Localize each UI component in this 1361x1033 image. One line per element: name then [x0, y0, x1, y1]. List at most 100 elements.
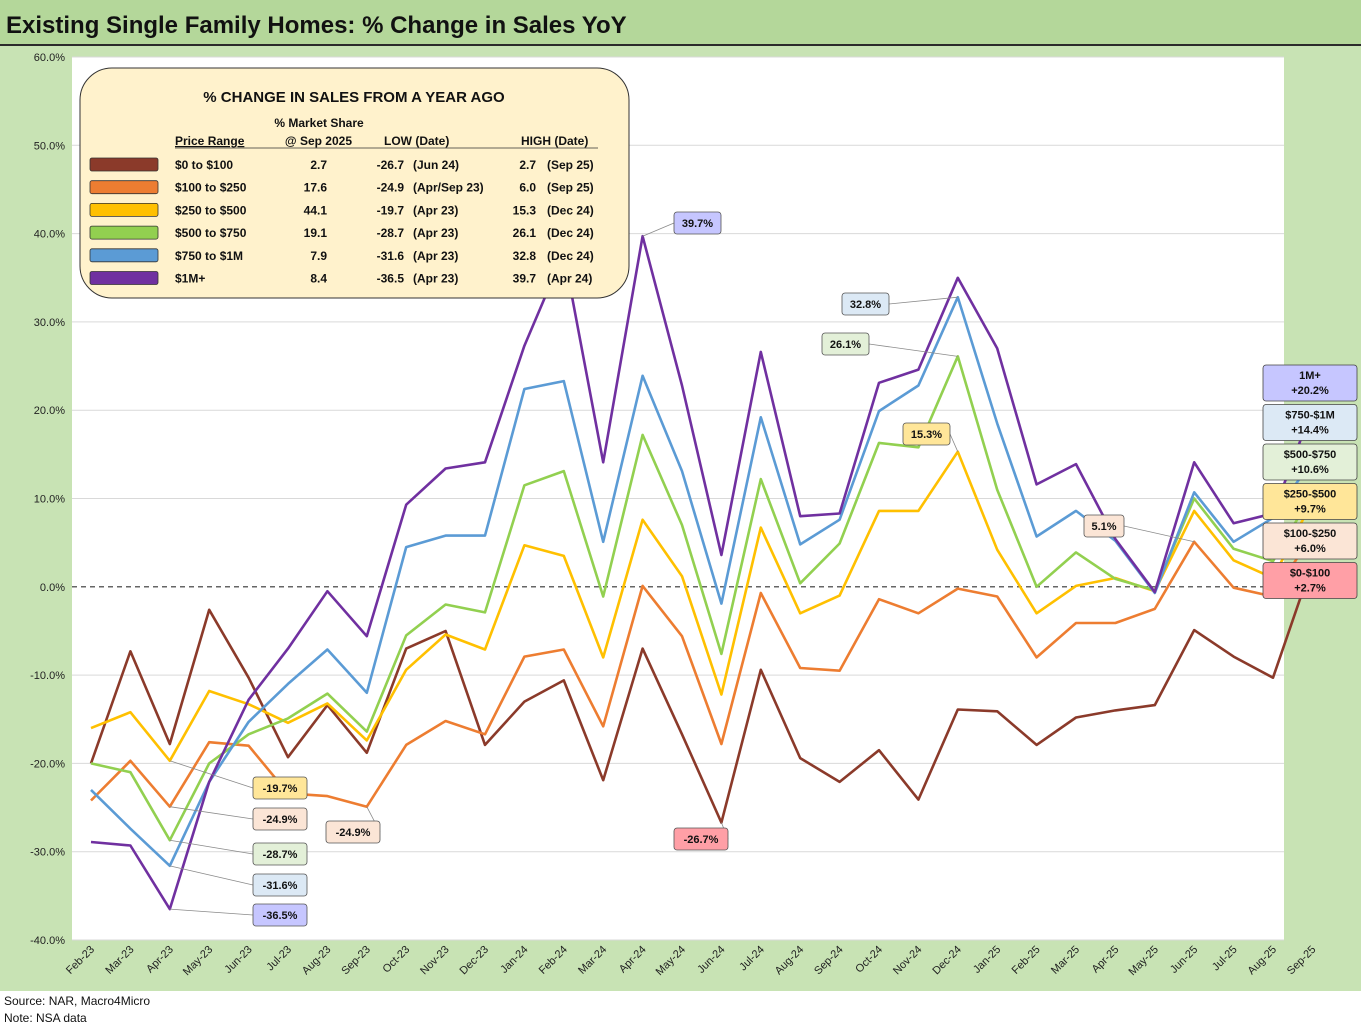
x-tick-label: Jan-25	[971, 944, 1003, 976]
end-label-value: +9.7%	[1294, 504, 1326, 516]
series-line	[90, 533, 1314, 809]
x-tick-label: Apr-24	[617, 944, 649, 976]
callout-box	[325, 820, 381, 844]
x-tick-label: Aug-25	[1246, 944, 1280, 978]
callout-box	[673, 827, 729, 851]
legend-row-label: $0 to $100	[175, 158, 233, 172]
callout-box	[673, 211, 722, 235]
legend-header-share-top: % Market Share	[274, 116, 364, 130]
callout-leader	[949, 433, 959, 452]
legend-swatch	[89, 225, 159, 240]
callout-label: 5.1%	[1091, 521, 1116, 533]
end-label-value: +14.4%	[1291, 425, 1329, 437]
callout-label: 26.1%	[830, 339, 861, 351]
y-tick-label: -40.0%	[30, 935, 65, 947]
y-tick-label: 10.0%	[34, 494, 65, 506]
legend-header-range: Price Range	[175, 134, 245, 148]
callout-box	[252, 807, 308, 831]
x-tick-label: Jul-23	[264, 944, 294, 974]
x-tick-label: Jul-24	[737, 944, 767, 974]
legend-header-high: HIGH (Date)	[521, 134, 588, 148]
legend-row-share: 19.1	[304, 226, 328, 240]
end-label-box	[1262, 443, 1358, 481]
x-tick-label: Sep-24	[812, 944, 846, 978]
legend-row-high: 26.1	[513, 226, 537, 240]
legend-row-share: 2.7	[310, 158, 327, 172]
legend-swatch	[89, 202, 159, 217]
x-tick-label: May-24	[654, 944, 688, 978]
callout-label: 32.8%	[850, 299, 881, 311]
callout-label: -31.6%	[263, 880, 298, 892]
end-label-box	[1262, 483, 1358, 520]
callout-box	[841, 292, 890, 316]
x-tick-label: May-23	[181, 944, 215, 978]
x-tick-label: May-25	[1126, 944, 1160, 978]
x-tick-label: Sep-23	[339, 944, 373, 978]
end-label-name: $0-$100	[1290, 568, 1330, 580]
callout-box	[821, 332, 870, 356]
end-label-value: +6.0%	[1294, 543, 1326, 555]
y-tick-label: -20.0%	[30, 758, 65, 770]
x-tick-label: Aug-24	[773, 944, 807, 978]
end-label-value: +2.7%	[1294, 583, 1326, 595]
legend-box	[79, 67, 630, 299]
y-tick-label: 50.0%	[34, 140, 65, 152]
x-tick-label: Dec-24	[930, 944, 964, 978]
legend-row-low-date: (Apr 23)	[413, 203, 458, 217]
end-label-box	[1262, 404, 1358, 441]
callout-label: -24.9%	[336, 827, 371, 839]
legend-row-low: -31.6	[377, 249, 405, 263]
legend-row-share: 44.1	[304, 203, 328, 217]
legend-row-high-date: (Sep 25)	[547, 158, 594, 172]
end-label-name: $100-$250	[1284, 528, 1337, 540]
x-tick-label: Feb-25	[1010, 944, 1043, 977]
end-label-value: +20.2%	[1291, 385, 1329, 397]
callout-leader	[642, 222, 675, 237]
legend-row-label: $250 to $500	[175, 203, 247, 217]
y-tick-label: 60.0%	[34, 52, 65, 64]
legend-row-label: $100 to $250	[175, 181, 247, 195]
footer-note: Note: NSA data	[4, 1011, 87, 1025]
callout-box	[252, 842, 308, 866]
legend-swatch	[89, 248, 159, 263]
callout-box	[252, 903, 308, 927]
legend-row-share: 8.4	[310, 272, 327, 286]
end-label-box	[1262, 522, 1358, 560]
callout-label: -24.9%	[263, 814, 298, 826]
callout-box	[252, 776, 308, 800]
legend-swatch	[89, 271, 159, 285]
legend-row-high: 32.8	[513, 249, 537, 263]
legend-row-low-date: (Jun 24)	[413, 158, 459, 172]
callout-label: -36.5%	[263, 910, 298, 922]
x-tick-label: Mar-25	[1049, 944, 1082, 977]
x-tick-label: Feb-23	[64, 944, 97, 977]
callout-leader	[1123, 525, 1195, 543]
legend-row-label: $500 to $750	[175, 226, 247, 240]
chart-title: Existing Single Family Homes: % Change i…	[6, 12, 627, 39]
callout-leader	[888, 296, 958, 305]
legend-row-low: -36.5	[377, 272, 405, 286]
x-tick-label: Apr-25	[1090, 944, 1122, 976]
legend-row-high: 6.0	[519, 181, 536, 195]
legend-row-high-date: (Dec 24)	[547, 249, 594, 263]
callout-label: 15.3%	[911, 429, 942, 441]
end-label-name: $500-$750	[1284, 449, 1337, 461]
end-label-name: $250-$500	[1284, 489, 1337, 501]
y-tick-label: -10.0%	[30, 670, 65, 682]
x-tick-label: Jun-24	[695, 944, 727, 976]
callout-leader	[169, 806, 254, 820]
footer-source: Source: NAR, Macro4Micro	[4, 994, 151, 1008]
legend-row-low-date: (Apr 23)	[413, 249, 458, 263]
series-line	[89, 562, 1314, 824]
legend-row-low-date: (Apr 23)	[413, 272, 458, 286]
x-tick-label: Mar-23	[103, 944, 136, 977]
end-label-box	[1262, 562, 1358, 599]
x-tick-label: Jul-25	[1210, 944, 1240, 974]
legend-row-low: -28.7	[377, 226, 405, 240]
callout-box	[902, 422, 951, 446]
end-label-name: $750-$1M	[1285, 410, 1335, 422]
y-tick-label: 40.0%	[34, 229, 65, 241]
x-tick-label: Jun-23	[222, 944, 254, 976]
x-tick-label: Dec-23	[458, 944, 492, 978]
